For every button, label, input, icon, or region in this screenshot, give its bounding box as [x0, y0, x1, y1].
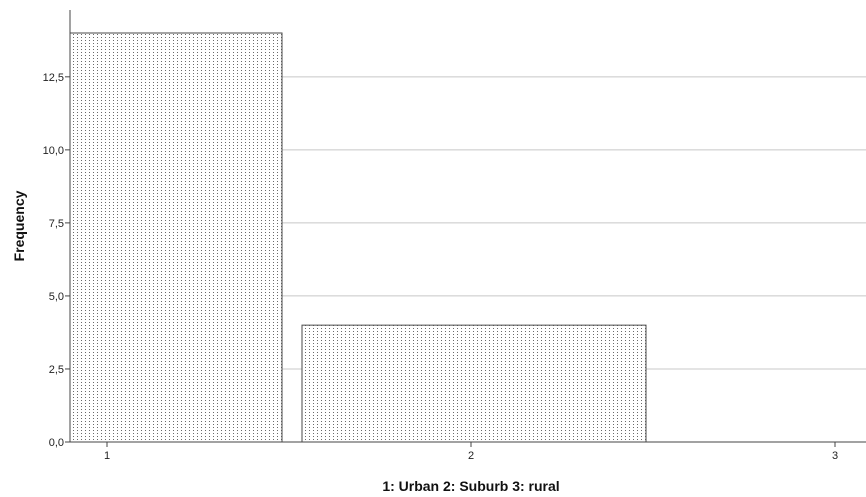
bars — [69, 32, 647, 443]
y-tick-label: 7,5 — [49, 218, 64, 230]
x-tick-label: 2 — [468, 450, 474, 462]
x-tick-label: 3 — [832, 450, 838, 462]
x-tick-label: 1 — [104, 450, 110, 462]
y-tick-label: 10,0 — [43, 145, 64, 157]
bar-2 — [301, 324, 647, 443]
x-tick-labels: 1 2 3 — [104, 450, 838, 462]
y-tick-label: 2,5 — [49, 364, 64, 376]
y-tick-labels: 0,0 2,5 5,0 7,5 10,0 12,5 — [43, 72, 64, 449]
y-tick-label: 0,0 — [49, 437, 64, 449]
y-axis-title: Frequency — [11, 190, 27, 261]
bar-1 — [69, 32, 283, 443]
y-tick-label: 5,0 — [49, 291, 64, 303]
axes — [65, 10, 866, 447]
y-tick-label: 12,5 — [43, 72, 64, 84]
x-axis-title: 1: Urban 2: Suburb 3: rural — [382, 478, 559, 494]
